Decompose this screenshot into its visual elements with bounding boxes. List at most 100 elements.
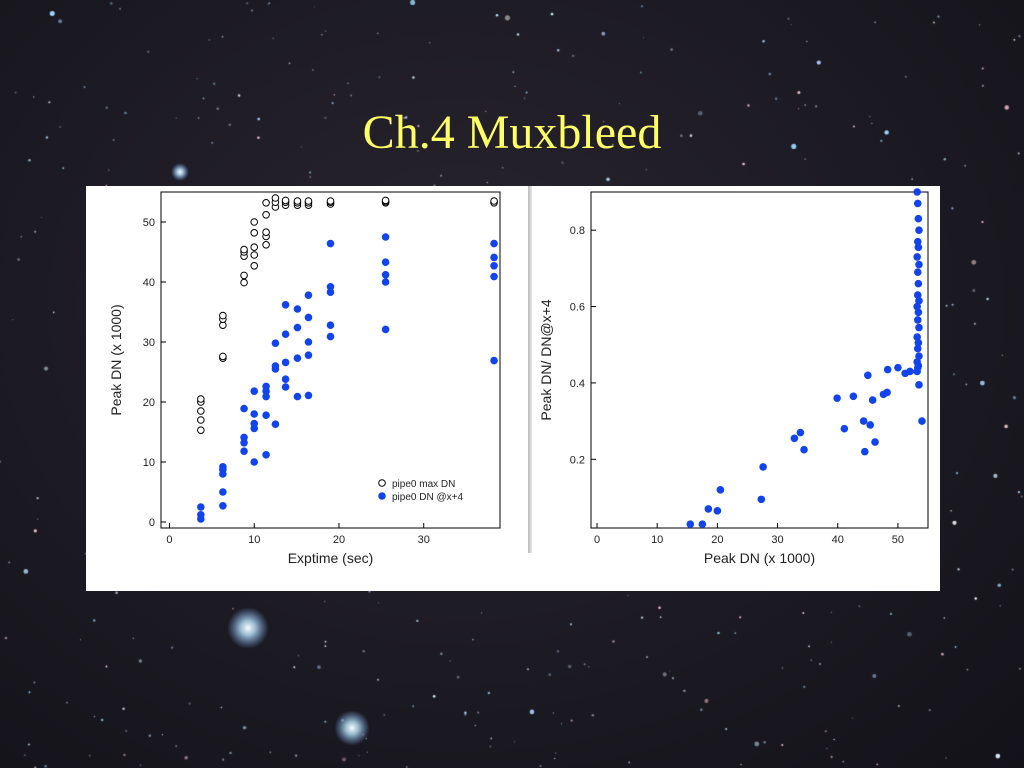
- x-tick-label: 40: [832, 534, 844, 546]
- data-point: [293, 197, 302, 205]
- x-tick-label: 20: [711, 534, 723, 546]
- data-point: [915, 381, 923, 389]
- data-point: [915, 323, 923, 332]
- data-point: [913, 253, 921, 261]
- data-point: [262, 382, 270, 391]
- data-point: [757, 495, 766, 504]
- data-point: [381, 258, 390, 266]
- data-point: [490, 253, 498, 262]
- data-point: [381, 325, 390, 334]
- y-axis-label: Peak DN (x 1000): [108, 304, 124, 415]
- data-point: [859, 417, 868, 425]
- data-point: [271, 420, 280, 428]
- data-point: [326, 321, 335, 329]
- data-point: [914, 214, 923, 223]
- data-point: [293, 305, 302, 313]
- x-tick-label: 0: [594, 534, 600, 546]
- data-point: [490, 197, 498, 205]
- data-point: [281, 196, 290, 205]
- data-point: [871, 438, 879, 446]
- data-point: [219, 463, 227, 471]
- data-point: [219, 502, 227, 510]
- data-point: [240, 447, 248, 456]
- data-point: [281, 375, 290, 383]
- data-point: [240, 278, 248, 287]
- data-point: [915, 297, 923, 305]
- data-point: [686, 520, 695, 528]
- data-point: [240, 271, 248, 280]
- data-point: [796, 428, 805, 437]
- y-tick-label: 10: [143, 457, 155, 469]
- data-point: [304, 338, 313, 346]
- plot-frame: [160, 191, 501, 529]
- data-point: [250, 410, 259, 418]
- y-tick-label: 30: [143, 337, 155, 349]
- y-tick-label: 0.8: [570, 225, 585, 237]
- y-axis-label: Peak DN/ DN@x+4: [538, 299, 554, 420]
- data-point: [906, 367, 914, 376]
- data-point: [381, 271, 390, 279]
- legend-marker: [378, 479, 386, 487]
- data-point: [250, 243, 259, 252]
- data-point: [271, 339, 280, 347]
- y-tick-label: 0.4: [570, 378, 585, 390]
- x-tick-label: 30: [771, 534, 783, 546]
- data-point: [381, 233, 390, 241]
- data-point: [304, 197, 313, 205]
- data-point: [914, 279, 923, 288]
- data-point: [840, 424, 849, 433]
- data-point: [326, 288, 335, 296]
- data-point: [913, 237, 922, 246]
- data-point: [197, 511, 205, 519]
- data-point: [913, 302, 921, 311]
- data-point: [381, 278, 390, 286]
- data-point: [281, 330, 290, 338]
- data-point: [304, 291, 313, 299]
- data-point: [281, 358, 290, 367]
- legend-marker: [378, 492, 386, 500]
- data-point: [490, 356, 498, 365]
- data-point: [281, 383, 290, 391]
- data-point: [915, 260, 923, 269]
- slide-title: Ch.4 Muxbleed: [362, 106, 662, 159]
- data-point: [864, 371, 872, 380]
- data-point: [790, 434, 799, 443]
- data-point: [197, 503, 205, 511]
- data-point: [219, 311, 227, 320]
- x-axis-label: Exptime (sec): [288, 550, 374, 566]
- data-point: [868, 396, 877, 404]
- data-point: [262, 241, 270, 249]
- data-point: [250, 218, 259, 226]
- figure-panel: 0 10 20 30 0 10 20 30 40 50 Exptime (sec) Peak DN (…: [86, 186, 940, 591]
- data-point: [913, 316, 922, 324]
- data-point: [250, 251, 259, 259]
- chart-exptime-vs-peak-dn: 0 10 20 30 0 10 20 30 40 50 Exptime (sec) Peak DN (…: [108, 191, 501, 566]
- data-point: [861, 447, 869, 456]
- data-point: [271, 362, 280, 370]
- data-point: [262, 198, 270, 207]
- data-point: [293, 354, 302, 362]
- x-tick-label: 10: [651, 534, 663, 546]
- data-point: [490, 262, 498, 270]
- data-point: [883, 365, 892, 374]
- y-tick-label: 50: [143, 217, 155, 229]
- data-point: [914, 361, 923, 370]
- data-point: [271, 194, 280, 202]
- data-point: [913, 199, 922, 208]
- data-point: [915, 352, 923, 360]
- data-point: [240, 404, 248, 413]
- data-point: [913, 188, 921, 196]
- data-point: [490, 272, 498, 281]
- data-point: [197, 407, 205, 415]
- data-point: [197, 426, 205, 434]
- data-point: [759, 463, 767, 471]
- legend-label: pipe0 max DN: [392, 479, 455, 490]
- data-point: [914, 339, 923, 347]
- data-point: [262, 211, 270, 219]
- data-point: [262, 392, 270, 401]
- data-point: [250, 229, 259, 237]
- y-tick-label: 0.2: [570, 454, 585, 466]
- data-point: [262, 451, 270, 459]
- x-tick-label: 10: [248, 534, 260, 546]
- data-point: [833, 394, 841, 402]
